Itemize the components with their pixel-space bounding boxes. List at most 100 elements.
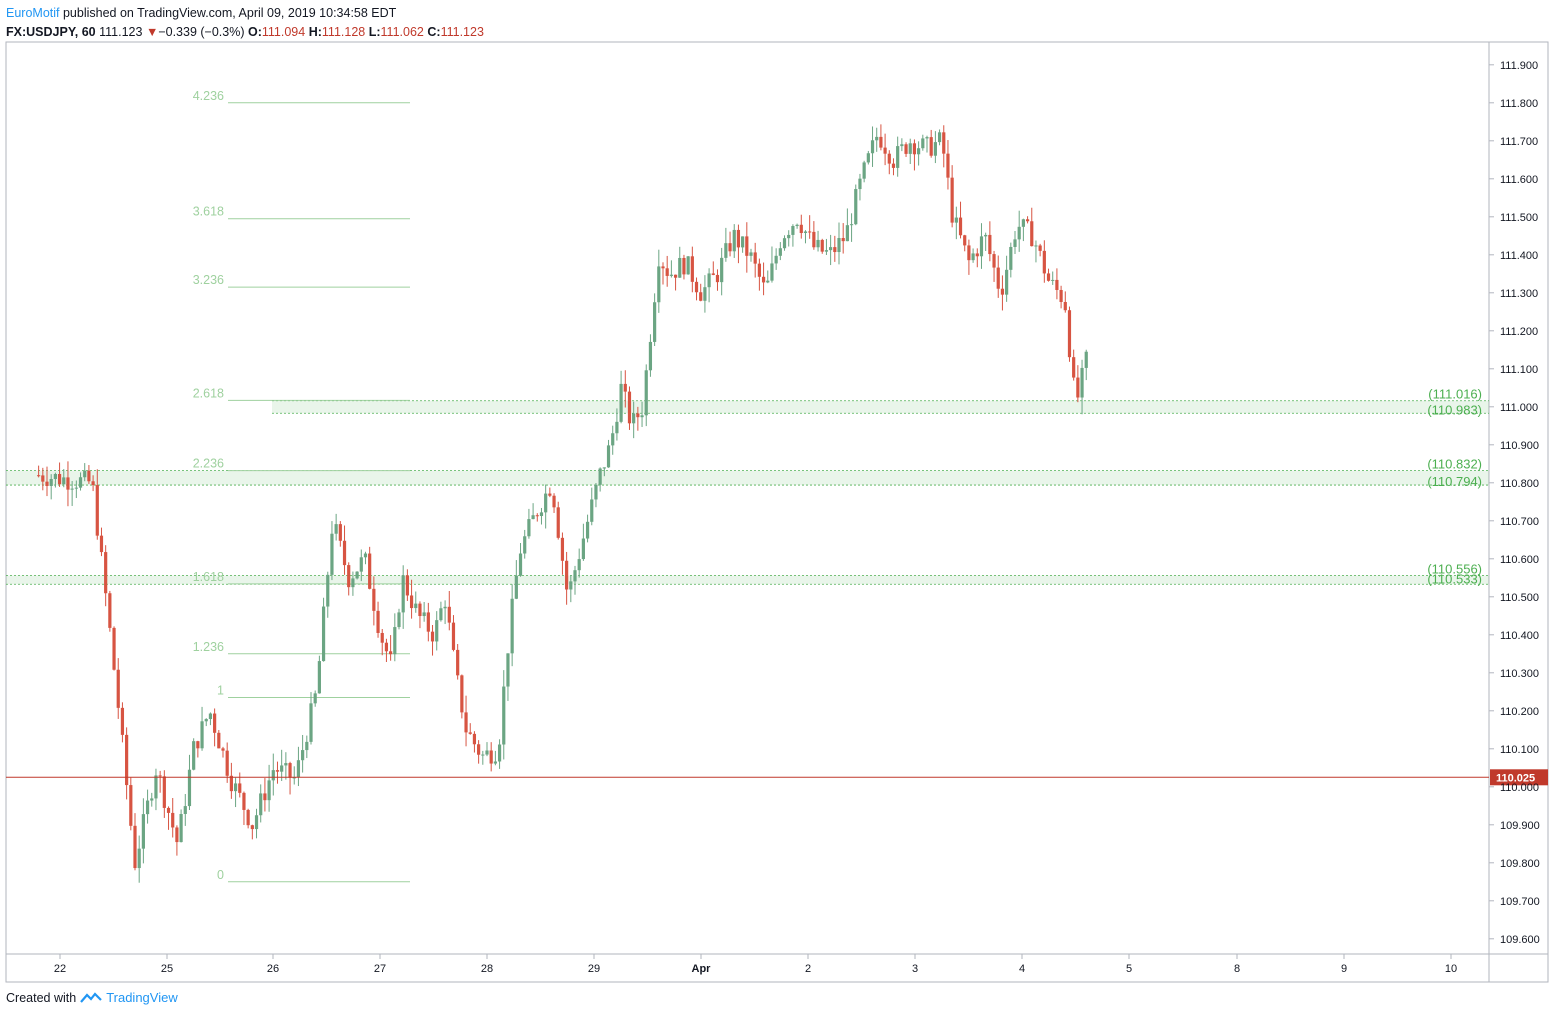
y-tick-label: 109.600	[1500, 934, 1540, 946]
candle-body	[778, 248, 782, 256]
x-tick-label: 5	[1126, 963, 1132, 975]
y-tick-label: 109.800	[1500, 858, 1540, 870]
candle-body	[946, 153, 950, 178]
candle-body	[523, 536, 527, 554]
candle-body	[816, 239, 820, 248]
y-tick-label: 111.800	[1500, 98, 1538, 110]
candle-body	[598, 468, 602, 485]
candle-body	[70, 488, 74, 490]
author-link[interactable]: EuroMotif	[6, 6, 60, 20]
candle-body	[435, 620, 439, 642]
candle-body	[749, 252, 753, 256]
candle-body	[468, 732, 472, 734]
candle-body	[313, 693, 317, 704]
candle-body	[422, 612, 426, 617]
candle-body	[908, 143, 912, 154]
candle-body	[711, 273, 715, 275]
tradingview-logo-icon	[80, 991, 102, 1003]
candle-body	[430, 631, 435, 642]
candle-body	[619, 383, 623, 422]
publish-line: EuroMotif published on TradingView.com, …	[6, 4, 484, 23]
price-axis[interactable]: 111.900 111.800 111.700 111.600 111.500 111.4…	[1489, 60, 1540, 946]
x-tick-label: 25	[161, 963, 173, 975]
down-arrow-icon: ▼	[145, 25, 159, 39]
x-tick-label: 3	[912, 963, 918, 975]
candle-body	[875, 136, 879, 141]
candle-body	[845, 225, 849, 242]
last-price: 111.123	[99, 25, 143, 39]
candle-body	[803, 231, 808, 234]
candle-body	[653, 302, 657, 342]
candle-body	[91, 481, 95, 486]
candle-body	[984, 234, 988, 237]
candle-body	[53, 473, 57, 480]
y-tick-label: 110.800	[1500, 478, 1539, 490]
candle-body	[171, 812, 175, 828]
candle-body	[95, 485, 99, 536]
candle-body	[682, 257, 686, 275]
candle-body	[678, 257, 682, 278]
candle-body	[57, 473, 62, 485]
x-tick-label: 2	[805, 963, 811, 975]
symbol-label[interactable]: FX:USDJPY, 60	[6, 25, 96, 39]
candle-body	[958, 217, 963, 236]
candle-body	[606, 445, 611, 468]
candle-body	[409, 595, 414, 609]
candle-body	[648, 341, 653, 371]
candle-body	[120, 707, 125, 735]
fib-extension[interactable]: 4.236 3.618 3.236 2.618 2.236 1.618 1.236 1 0	[193, 89, 410, 883]
candle-body	[217, 732, 221, 749]
candle-body	[632, 413, 636, 424]
candle-body	[795, 224, 799, 227]
fib-level-label-8: 0	[217, 868, 224, 882]
fib-level-label-1: 3.618	[193, 205, 224, 219]
candle-body	[602, 467, 606, 469]
x-tick-label: 29	[588, 963, 600, 975]
candle-body	[321, 606, 326, 662]
candle-body	[569, 581, 573, 590]
candle-body	[921, 138, 925, 149]
y-tick-label: 110.000	[1500, 782, 1539, 794]
candle-body	[305, 741, 309, 751]
candle-body	[66, 477, 70, 490]
candle-body	[937, 132, 942, 143]
candle-body	[787, 234, 791, 239]
candle-body	[963, 235, 967, 246]
candle-body	[351, 578, 355, 588]
candle-body	[556, 507, 560, 538]
y-tick-label: 111.600	[1500, 174, 1538, 186]
y-tick-label: 110.700	[1500, 516, 1539, 528]
candle-body	[150, 798, 154, 801]
candle-body	[74, 487, 78, 489]
candle-body	[267, 780, 271, 801]
candle-body	[229, 775, 233, 792]
candle-body	[527, 519, 531, 537]
candle-body	[707, 273, 711, 288]
candle-body	[254, 815, 259, 830]
candle-body	[715, 274, 720, 283]
candle-body	[774, 255, 778, 264]
candle-body	[979, 236, 984, 257]
tradingview-link[interactable]: TradingView	[106, 990, 178, 1005]
candle-body	[661, 266, 665, 269]
zone-1-lower-label: (110.794)	[1427, 474, 1482, 489]
candle-body	[372, 588, 376, 611]
candle-body	[41, 475, 45, 482]
y-tick-label: 111.900	[1500, 60, 1538, 72]
x-tick-label: Apr	[692, 963, 712, 975]
candle-body	[954, 217, 958, 223]
zone-0-lower-label: (110.983)	[1427, 402, 1482, 417]
candle-body	[812, 231, 816, 248]
x-tick-label: 22	[54, 963, 66, 975]
candle-body	[724, 243, 728, 258]
candle-body	[83, 470, 87, 478]
candle-body	[590, 499, 594, 522]
candle-body	[627, 391, 632, 424]
footer: Created with TradingView	[6, 990, 178, 1005]
close-value: 111.123	[440, 25, 484, 39]
time-axis[interactable]: 22 25 26 27 28 29 Apr 2 3 4 5 8 9 10	[54, 954, 1457, 975]
candle-body	[301, 750, 305, 761]
candle-body	[1034, 245, 1038, 247]
fib-level-label-3: 2.618	[193, 386, 224, 400]
